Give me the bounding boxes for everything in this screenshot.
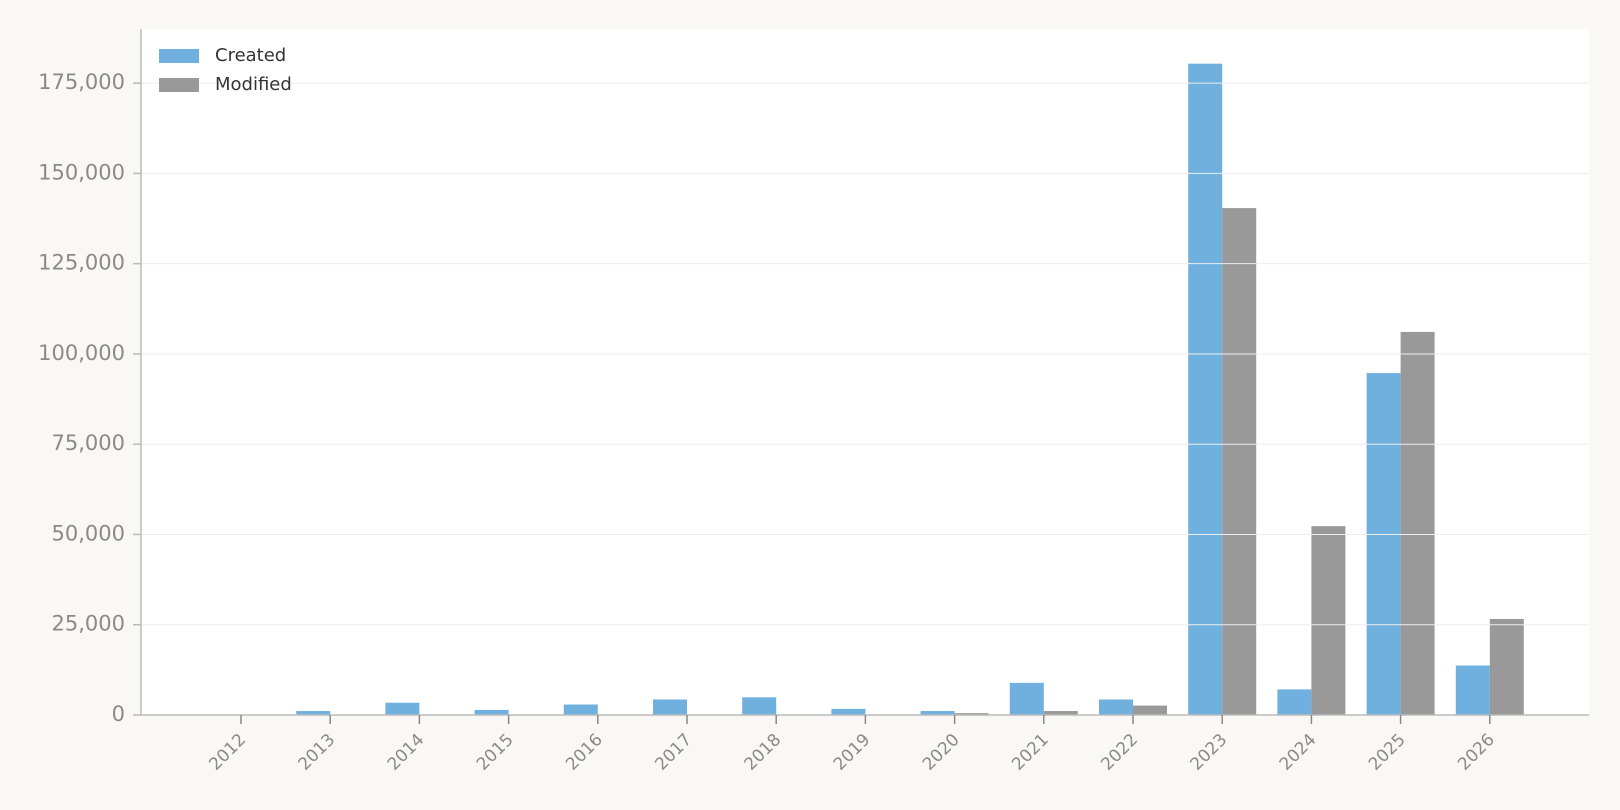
- x-tick-label: 2022: [1097, 730, 1142, 775]
- y-tick-label: 0: [112, 702, 125, 726]
- bar: [1222, 208, 1257, 716]
- bar: [831, 708, 866, 715]
- x-tick-label: 2013: [295, 730, 340, 775]
- bar: [296, 711, 331, 715]
- x-tick-label: 2016: [562, 730, 607, 775]
- x-tick-label: 2015: [473, 730, 518, 775]
- x-tick-label: 2019: [830, 730, 875, 775]
- bar: [1099, 699, 1133, 715]
- x-tick-label: 2023: [1187, 730, 1232, 775]
- y-tick-label: 25,000: [52, 612, 125, 636]
- bar: [1043, 711, 1078, 715]
- bar: [1188, 63, 1223, 715]
- y-tick-label: 50,000: [52, 521, 125, 545]
- bar: [954, 713, 989, 715]
- legend-swatch: [159, 78, 199, 92]
- x-tick-label: 2017: [651, 730, 696, 775]
- x-tick-label: 2014: [384, 730, 429, 775]
- x-tick-label: 2018: [741, 730, 786, 775]
- bar: [1277, 689, 1312, 715]
- x-tick-label: 2021: [1008, 730, 1053, 775]
- bar: [563, 704, 598, 715]
- legend-label: Created: [215, 45, 286, 66]
- y-tick-label: 125,000: [38, 251, 125, 275]
- bar: [474, 709, 509, 715]
- x-tick-label: 2025: [1365, 730, 1410, 775]
- bar: [920, 711, 955, 715]
- x-tick-label: 2026: [1454, 730, 1499, 775]
- x-tick-label: 2012: [205, 730, 250, 775]
- legend-swatch: [159, 49, 199, 63]
- bar: [1311, 526, 1346, 715]
- legend-label: Modified: [215, 74, 292, 95]
- bar: [653, 699, 687, 715]
- x-tick-label: 2024: [1276, 730, 1321, 775]
- bar: [1366, 373, 1401, 715]
- bar: [1009, 682, 1044, 715]
- bar: [385, 702, 420, 715]
- bar: [1455, 665, 1490, 715]
- x-tick-label: 2020: [919, 730, 964, 775]
- y-tick-label: 100,000: [38, 341, 125, 365]
- bar: [742, 697, 777, 715]
- bar: [1489, 618, 1524, 715]
- y-tick-label: 175,000: [38, 70, 125, 94]
- plot-area: [141, 29, 1589, 715]
- y-tick-label: 150,000: [38, 160, 125, 184]
- bar: [1400, 331, 1435, 715]
- bar: [1133, 705, 1167, 715]
- y-tick-label: 75,000: [52, 431, 125, 455]
